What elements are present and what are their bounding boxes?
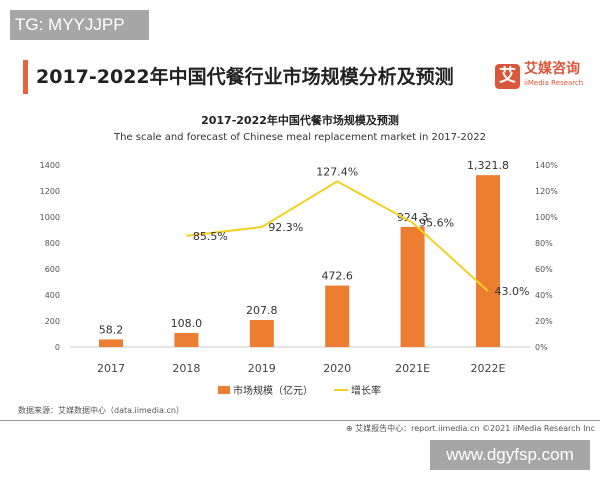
bar-label: 108.0: [171, 317, 203, 330]
x-tick: 2017: [97, 362, 125, 375]
legend-label-bar: 市场规模（亿元）: [233, 384, 313, 397]
page-title: 2017-2022年中国代餐行业市场规模分析及预测: [36, 66, 454, 88]
chart-subtitle: The scale and forecast of Chinese meal r…: [113, 132, 486, 143]
logo-cn: 艾媒咨询: [524, 61, 580, 77]
bar: [325, 285, 350, 347]
chart-title: 2017-2022年中国代餐市场规模及预测: [201, 114, 399, 127]
bar-label: 1,321.8: [467, 159, 509, 172]
x-tick: 2019: [248, 362, 276, 375]
y-tick-right: 60%: [535, 265, 553, 274]
title-accent: [23, 60, 28, 94]
line-label: 92.3%: [268, 221, 303, 234]
line-label: 127.4%: [316, 165, 358, 178]
y-tick-right: 80%: [535, 239, 553, 248]
y-tick-right: 100%: [535, 213, 558, 222]
bar: [174, 332, 199, 347]
y-tick-left: 1200: [40, 187, 60, 196]
data-source: 数据来源：艾媒数据中心（data.iimedia.cn）: [18, 406, 184, 415]
y-tick-right: 140%: [535, 161, 558, 170]
bar: [476, 175, 500, 347]
y-tick-right: 0%: [535, 343, 548, 352]
y-tick-left: 400: [45, 291, 60, 300]
legend-swatch-bar: [218, 386, 230, 394]
growth-line: [186, 180, 489, 292]
y-tick-left: 200: [45, 317, 60, 326]
x-tick: 2018: [172, 362, 200, 375]
bar-label: 924.3: [397, 211, 429, 224]
logo-mark: 艾: [495, 63, 520, 89]
legend-label-line: 增长率: [351, 384, 381, 397]
y-tick-left: 800: [45, 239, 60, 248]
bar: [249, 319, 274, 347]
y-tick-right: 40%: [535, 291, 553, 300]
watermark-top: TG: MYYJJPP: [10, 10, 149, 40]
y-tick-left: 1400: [40, 161, 60, 170]
line-label: 43.0%: [495, 285, 530, 298]
line-label: 85.5%: [193, 230, 228, 243]
logo: 艾 艾媒咨询 iiMedia Research: [495, 62, 583, 90]
x-tick: 2021E: [395, 362, 430, 375]
y-tick-left: 0: [55, 343, 60, 352]
line-label: 95.6%: [419, 217, 454, 230]
globe-icon: ⊕: [345, 424, 356, 433]
y-tick-right: 120%: [535, 187, 558, 196]
footer-text: 艾媒报告中心：report.iimedia.cn ©2021 iiMedia R…: [355, 424, 595, 433]
y-tick-left: 600: [45, 265, 60, 274]
bar-label: 58.2: [99, 323, 124, 336]
logo-en: iiMedia Research: [524, 79, 584, 87]
bar-label: 472.6: [321, 270, 353, 283]
bar: [99, 339, 123, 347]
x-tick: 2020: [323, 362, 351, 375]
x-tick: 2022E: [471, 362, 506, 375]
footer-credit: ⊕ 艾媒报告中心：report.iimedia.cn ©2021 iiMedia…: [346, 423, 595, 434]
watermark-bottom: www.dgyfsp.com: [430, 440, 590, 470]
y-tick-left: 1000: [40, 213, 60, 222]
bar-label: 207.8: [246, 304, 278, 317]
y-tick-right: 20%: [535, 317, 553, 326]
bar: [400, 226, 425, 347]
divider: [0, 420, 600, 421]
